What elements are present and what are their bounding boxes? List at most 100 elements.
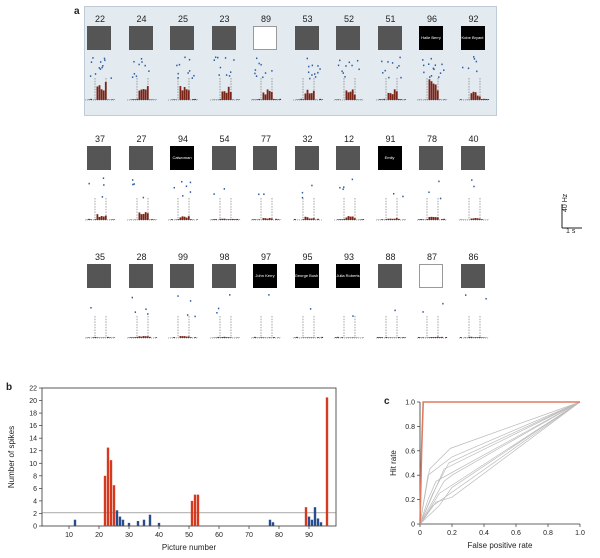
psth-bar (235, 218, 238, 220)
stimulus-cell: 28 (124, 252, 160, 340)
spike-dot (193, 74, 195, 77)
non-responsive-bar (157, 522, 161, 526)
y-tick-label: 2 (33, 511, 37, 518)
spike-dot (264, 72, 267, 74)
y-tick-label: 18 (29, 411, 37, 418)
psth-bar (403, 337, 406, 338)
spike-dot (110, 77, 112, 79)
psth-bar (221, 336, 223, 338)
spike-dot (263, 193, 265, 195)
spike-dot (140, 61, 143, 63)
psth-bar (439, 337, 441, 338)
psth-bar (183, 216, 186, 220)
stimulus-cell: 97 John Kerry (248, 252, 284, 340)
psth-bar (432, 217, 435, 220)
psth-bar (430, 81, 433, 100)
psth-bar (434, 84, 437, 100)
psth-bar (225, 219, 227, 220)
responsive-bar (103, 475, 107, 526)
psth-bar (262, 218, 265, 220)
psth-bar (135, 336, 138, 338)
psth-bar (295, 336, 298, 338)
raster-psth (375, 309, 406, 339)
psth-bar (273, 98, 275, 100)
psth-bar (351, 89, 354, 100)
psth-bar (310, 218, 313, 220)
spike-dot (430, 57, 432, 60)
spike-dot (176, 64, 178, 67)
spike-dot (438, 76, 440, 78)
roc-curve-highlight (419, 401, 580, 525)
spike-dot (186, 314, 189, 316)
psth-bar (339, 219, 341, 220)
raster-psth (375, 56, 406, 101)
psth-bar (90, 98, 92, 100)
psth-bar (270, 218, 273, 220)
psth-bar (254, 336, 256, 338)
highlighted-responses-box (84, 6, 497, 116)
spike-dot (216, 56, 218, 59)
picture-number: 32 (302, 134, 313, 144)
spike-dot (260, 63, 262, 66)
psth-bar (320, 99, 323, 100)
stimulus-cell: 40 (456, 134, 492, 222)
spike-dot (309, 308, 311, 310)
x-tick-label: 90 (305, 532, 313, 539)
psth-bar (393, 218, 396, 220)
psth-bar (391, 218, 393, 220)
non-responsive-bar (127, 522, 131, 526)
psth-bar (129, 337, 132, 338)
psth-bar (138, 90, 140, 100)
y-tick-label: 6 (33, 486, 37, 493)
psth-bar (382, 98, 385, 100)
spike-dot (401, 195, 404, 198)
picture-number: 86 (468, 252, 479, 262)
spike-dot (271, 70, 273, 72)
psth-bar (142, 213, 144, 220)
spike-dot (102, 177, 105, 179)
spike-dot (432, 67, 435, 70)
psth-bar (104, 81, 107, 100)
psth-bar (430, 337, 433, 338)
psth-bar (389, 337, 391, 338)
x-tick-label: 0 (418, 530, 422, 537)
psth-bar (113, 219, 116, 220)
psth-bar (88, 337, 90, 338)
non-responsive-bar (271, 522, 275, 526)
spike-dot (135, 75, 137, 78)
psth-bar (254, 219, 256, 220)
psth-bar (301, 219, 304, 220)
psth-bar (190, 337, 192, 338)
psth-bar (297, 99, 300, 100)
spike-dot (318, 68, 321, 70)
psth-bar (349, 91, 352, 100)
y-tick-label: 22 (29, 386, 37, 393)
roc-curve (419, 401, 581, 525)
psth-bar (146, 336, 149, 338)
psth-bar (476, 218, 479, 220)
psth-bar (225, 92, 227, 100)
raster-psth (417, 180, 448, 221)
psth-bar (102, 90, 105, 100)
psth-bar (428, 216, 431, 220)
psth-bar (335, 337, 337, 338)
psth-bar (221, 218, 223, 220)
spike-dot (345, 65, 347, 67)
picture-number: 87 (426, 252, 437, 262)
spike-dot (133, 73, 135, 75)
spike-dot (356, 59, 359, 62)
roc-curve (419, 401, 581, 525)
spike-dot (467, 67, 469, 70)
spike-dot (255, 75, 258, 77)
picture-number: 92 (468, 14, 479, 24)
psth-bar (387, 92, 389, 100)
spike-dot (94, 73, 97, 75)
spike-dot (398, 56, 401, 59)
psth-bar (260, 337, 263, 338)
psth-bar (293, 337, 296, 338)
psth-bar (347, 337, 350, 338)
spike-dot (428, 191, 430, 194)
psth-bar (397, 336, 400, 338)
y-tick-label: 16 (29, 423, 37, 430)
spike-dot (434, 64, 437, 67)
